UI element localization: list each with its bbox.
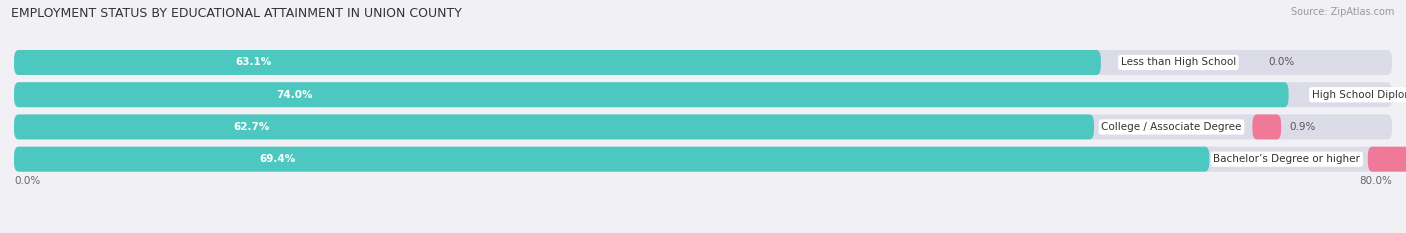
FancyBboxPatch shape: [14, 82, 1392, 107]
Text: College / Associate Degree: College / Associate Degree: [1101, 122, 1241, 132]
FancyBboxPatch shape: [14, 50, 1101, 75]
FancyBboxPatch shape: [14, 114, 1094, 139]
FancyBboxPatch shape: [14, 114, 1392, 139]
FancyBboxPatch shape: [14, 82, 1289, 107]
Text: 69.4%: 69.4%: [259, 154, 295, 164]
Text: Less than High School: Less than High School: [1121, 58, 1236, 68]
FancyBboxPatch shape: [14, 147, 1209, 172]
Text: Bachelor’s Degree or higher: Bachelor’s Degree or higher: [1213, 154, 1361, 164]
Text: 74.0%: 74.0%: [276, 90, 312, 100]
Text: 62.7%: 62.7%: [233, 122, 270, 132]
FancyBboxPatch shape: [14, 50, 1392, 75]
Text: 0.9%: 0.9%: [1289, 122, 1316, 132]
FancyBboxPatch shape: [14, 147, 1392, 172]
Text: EMPLOYMENT STATUS BY EDUCATIONAL ATTAINMENT IN UNION COUNTY: EMPLOYMENT STATUS BY EDUCATIONAL ATTAINM…: [11, 7, 463, 20]
Text: Source: ZipAtlas.com: Source: ZipAtlas.com: [1291, 7, 1395, 17]
Text: 0.0%: 0.0%: [1268, 58, 1294, 68]
Text: 0.0%: 0.0%: [14, 175, 41, 185]
Text: 63.1%: 63.1%: [235, 58, 271, 68]
FancyBboxPatch shape: [1253, 114, 1281, 139]
Text: High School Diploma: High School Diploma: [1312, 90, 1406, 100]
Text: 80.0%: 80.0%: [1360, 175, 1392, 185]
FancyBboxPatch shape: [1368, 147, 1406, 172]
